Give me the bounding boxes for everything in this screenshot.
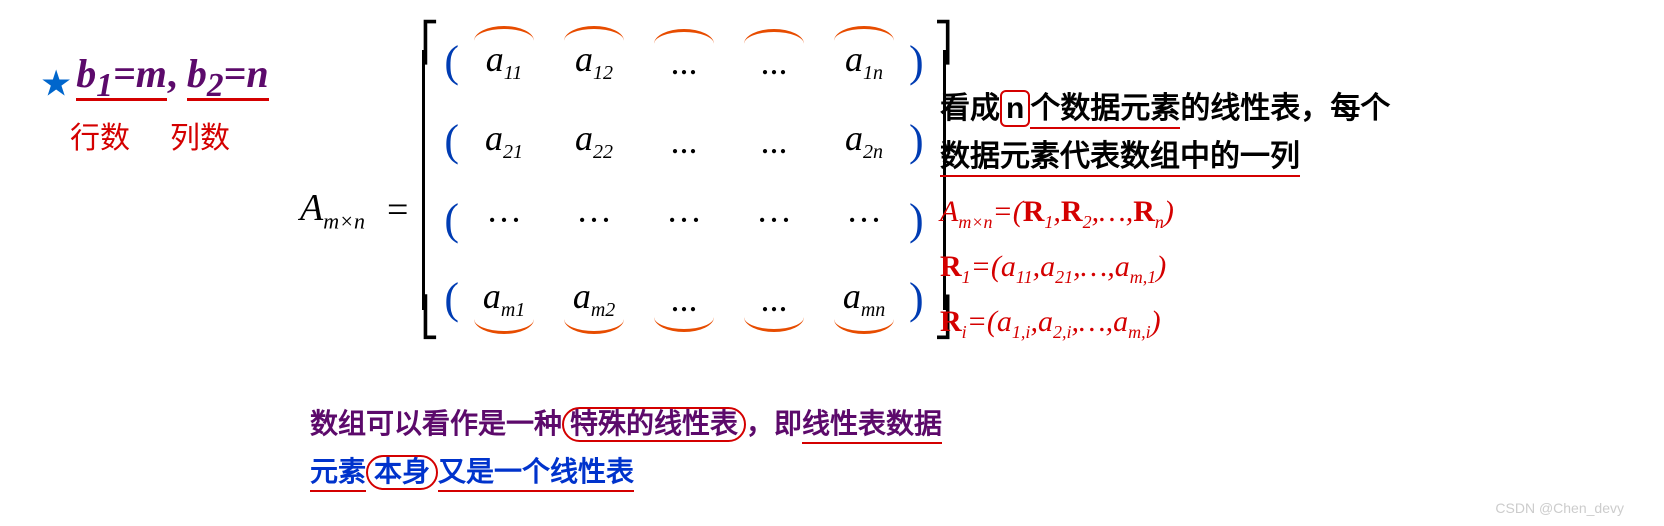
cell-3-3: ... bbox=[729, 278, 819, 320]
cell-0-2: ... bbox=[639, 41, 729, 83]
cell-1-2: ... bbox=[639, 120, 729, 162]
note-line-1: 看成n个数据元素的线性表，每个 bbox=[940, 85, 1620, 133]
cell-2-2: ··· bbox=[639, 199, 729, 241]
equals-sign: = bbox=[387, 188, 408, 232]
cell-0-1: a12 bbox=[549, 38, 639, 85]
cell-0-4: a1n bbox=[819, 38, 909, 85]
eq-Ri: Ri=(a1,i,a2,i,…,am,i) bbox=[940, 299, 1620, 346]
matrix-row-2: ( ··· ··· ··· ··· ··· ) bbox=[444, 194, 923, 245]
dimension-spec: ★ b1=m, b2=n 行数 列数 bbox=[40, 50, 269, 157]
eq-R1: R1=(a11,a21,…,am,1) bbox=[940, 244, 1620, 291]
matrix-row-0: ( a11 a12 ... ... a1n ) bbox=[444, 36, 923, 87]
eq-A: Am×n=(R1,R2,…,Rn) bbox=[940, 189, 1620, 236]
cell-0-3: ... bbox=[729, 41, 819, 83]
cell-3-0: am1 bbox=[459, 275, 549, 322]
b1-equals-m: b1=m, b2=n bbox=[76, 51, 268, 101]
cell-1-1: a22 bbox=[549, 117, 639, 164]
bottom-annotation: 数组可以看作是一种特殊的线性表，即线性表数据 元素本身又是一个线性表 bbox=[310, 400, 1210, 490]
cell-1-0: a21 bbox=[459, 117, 549, 164]
bottom-line-2: 元素本身又是一个线性表 bbox=[310, 450, 1210, 490]
matrix-row-1: ( a21 a22 ... ... a2n ) bbox=[444, 115, 923, 166]
cell-2-0: ··· bbox=[459, 199, 549, 241]
cell-2-3: ··· bbox=[729, 199, 819, 241]
cell-3-2: ... bbox=[639, 278, 729, 320]
cell-2-1: ··· bbox=[549, 199, 639, 241]
cell-3-1: am2 bbox=[549, 275, 639, 322]
bottom-line-1: 数组可以看作是一种特殊的线性表，即线性表数据 bbox=[310, 400, 1210, 450]
right-annotations: 看成n个数据元素的线性表，每个 数据元素代表数组中的一列 Am×n=(R1,R2… bbox=[940, 85, 1620, 346]
matrix-display: Am×n = ( a11 a12 ... ... a1n ) ( a21 a22… bbox=[300, 20, 948, 340]
cell-1-4: a2n bbox=[819, 117, 909, 164]
cell-0-0: a11 bbox=[459, 38, 549, 85]
matrix-symbol: Am×n bbox=[300, 186, 365, 235]
cell-1-3: ... bbox=[729, 120, 819, 162]
note-line-2: 数据元素代表数组中的一列 bbox=[940, 133, 1620, 181]
rows-label: 行数 bbox=[70, 113, 130, 157]
cell-3-4: amn bbox=[819, 275, 909, 322]
cell-2-4: ··· bbox=[819, 199, 909, 241]
matrix-body: ( a11 a12 ... ... a1n ) ( a21 a22 ... ..… bbox=[434, 21, 933, 339]
star-icon: ★ bbox=[40, 63, 72, 103]
cols-label: 列数 bbox=[170, 113, 230, 157]
left-bracket bbox=[420, 20, 434, 340]
watermark: CSDN @Chen_devy bbox=[1495, 500, 1624, 516]
matrix-row-3: ( am1 am2 ... ... amn ) bbox=[444, 273, 923, 324]
